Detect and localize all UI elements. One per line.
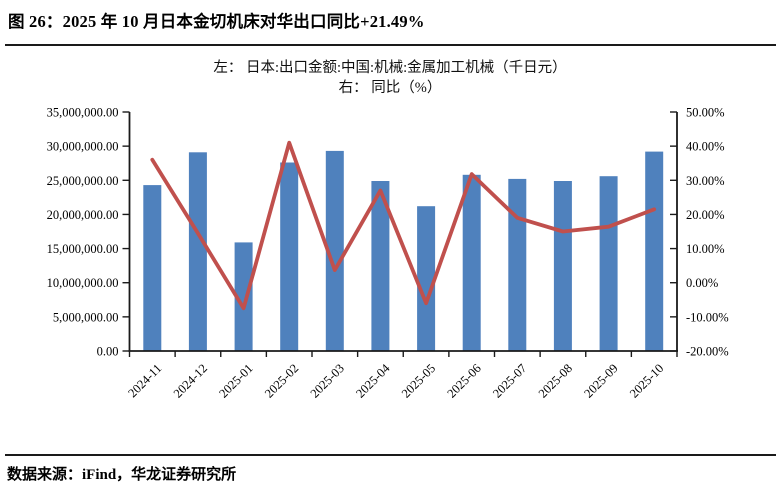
x-axis-category-label: 2025-06 xyxy=(444,361,483,400)
right-axis-tick-label: -10.00% xyxy=(686,310,729,324)
chart-legend: 左： 日本:出口金额:中国:机械:金属加工机械（千日元） 右： 同比（%） xyxy=(0,58,780,98)
bar-2024-12 xyxy=(188,152,207,351)
x-axis-category-label: 2024-12 xyxy=(171,361,210,400)
bar-2025-05 xyxy=(417,206,436,351)
legend-right-series-label: 右： 同比（%） xyxy=(338,80,442,96)
bar-2025-02 xyxy=(280,162,299,351)
x-axis-category-label: 2025-07 xyxy=(490,361,529,400)
source-divider xyxy=(5,454,776,456)
x-axis-category-label: 2025-02 xyxy=(262,361,301,400)
right-axis-tick-label: 40.00% xyxy=(686,140,725,154)
legend-left-series-label: 左： 日本:出口金额:中国:机械:金属加工机械（千日元） xyxy=(213,60,567,76)
bar-2025-04 xyxy=(371,181,390,351)
x-axis-category-label: 2025-05 xyxy=(399,361,438,400)
right-axis-tick-label: 10.00% xyxy=(686,242,725,256)
right-axis-tick-label: -20.00% xyxy=(686,345,729,359)
title-divider xyxy=(5,44,776,46)
x-axis-category-label: 2025-09 xyxy=(581,361,620,400)
right-axis-tick-label: 0.00% xyxy=(686,276,718,290)
left-axis-tick-label: 10,000,000.00 xyxy=(47,276,119,290)
x-axis-category-label: 2025-01 xyxy=(216,361,255,400)
bar-2024-11 xyxy=(143,185,162,351)
bar-2025-09 xyxy=(599,176,618,351)
x-axis-category-label: 2025-04 xyxy=(353,361,393,401)
chart-canvas: 35,000,000.00 30,000,000.00 25,000,000.00 2… xyxy=(47,106,729,401)
x-axis-category-label: 2024-11 xyxy=(125,361,164,400)
bar-2025-03 xyxy=(325,150,344,351)
bar-2025-01 xyxy=(234,242,253,351)
x-axis-category-label: 2025-03 xyxy=(308,361,347,400)
right-axis-tick-label: 30.00% xyxy=(686,174,725,188)
left-axis-tick-label: 5,000,000.00 xyxy=(53,310,119,324)
left-axis-tick-label: 0.00 xyxy=(97,345,119,359)
left-axis-tick-label: 20,000,000.00 xyxy=(47,208,119,222)
left-axis-tick-label: 15,000,000.00 xyxy=(47,242,119,256)
left-axis-tick-label: 35,000,000.00 xyxy=(47,106,119,120)
bar-2025-07 xyxy=(508,178,527,351)
left-axis-tick-label: 25,000,000.00 xyxy=(47,174,119,188)
x-axis-category-label: 2025-08 xyxy=(536,361,575,400)
right-axis-tick-label: 20.00% xyxy=(686,208,725,222)
right-axis-tick-label: 50.00% xyxy=(686,106,725,120)
bar-2025-06 xyxy=(462,174,481,351)
bar-2025-08 xyxy=(553,181,572,351)
yoy-line-series xyxy=(150,140,657,311)
bar-2025-10 xyxy=(645,151,664,351)
left-axis-tick-label: 30,000,000.00 xyxy=(47,140,119,154)
x-axis-category-label: 2025-10 xyxy=(627,361,666,400)
source-note: 数据来源：iFind，华龙证券研究所 xyxy=(7,467,237,483)
figure-title: 图 26：2025 年 10 月日本金切机床对华出口同比+21.49% xyxy=(8,12,425,31)
